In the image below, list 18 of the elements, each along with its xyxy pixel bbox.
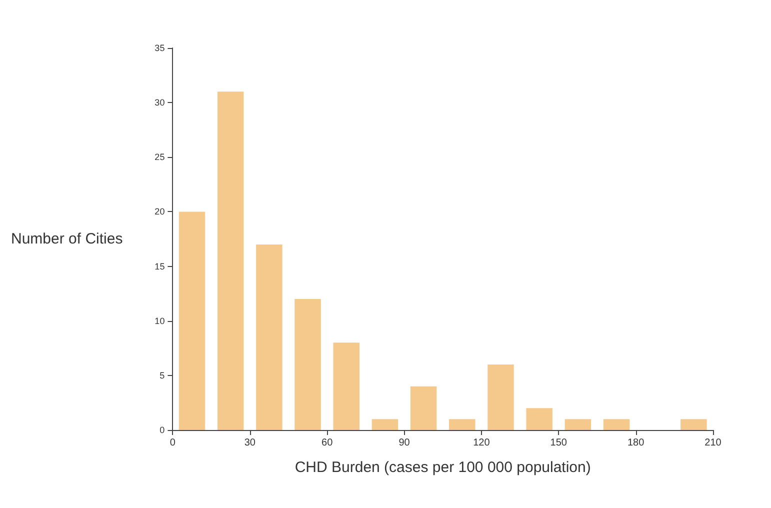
x-tick-label: 30 xyxy=(244,438,256,448)
y-tick-label: 20 xyxy=(154,206,165,217)
y-axis-title: Number of Cities xyxy=(11,230,123,248)
y-tick-label: 10 xyxy=(154,316,165,326)
y-tick-label: 25 xyxy=(154,152,165,162)
x-tick-label: 90 xyxy=(398,438,410,448)
x-tick-label: 60 xyxy=(322,438,334,448)
x-tick-label: 120 xyxy=(473,438,490,448)
y-tick-label: 35 xyxy=(154,43,165,53)
x-tick-label: 0 xyxy=(170,438,176,448)
y-tick-label: 15 xyxy=(154,261,165,272)
y-tick-label: 30 xyxy=(154,98,165,108)
x-tick-label: 150 xyxy=(550,438,568,448)
x-tick-label: 180 xyxy=(627,438,645,448)
x-tick-label: 210 xyxy=(704,438,722,448)
x-axis-title: CHD Burden (cases per 100 000 population) xyxy=(294,459,591,476)
y-tick-label: 0 xyxy=(160,425,165,435)
y-tick-label: 5 xyxy=(160,370,165,380)
